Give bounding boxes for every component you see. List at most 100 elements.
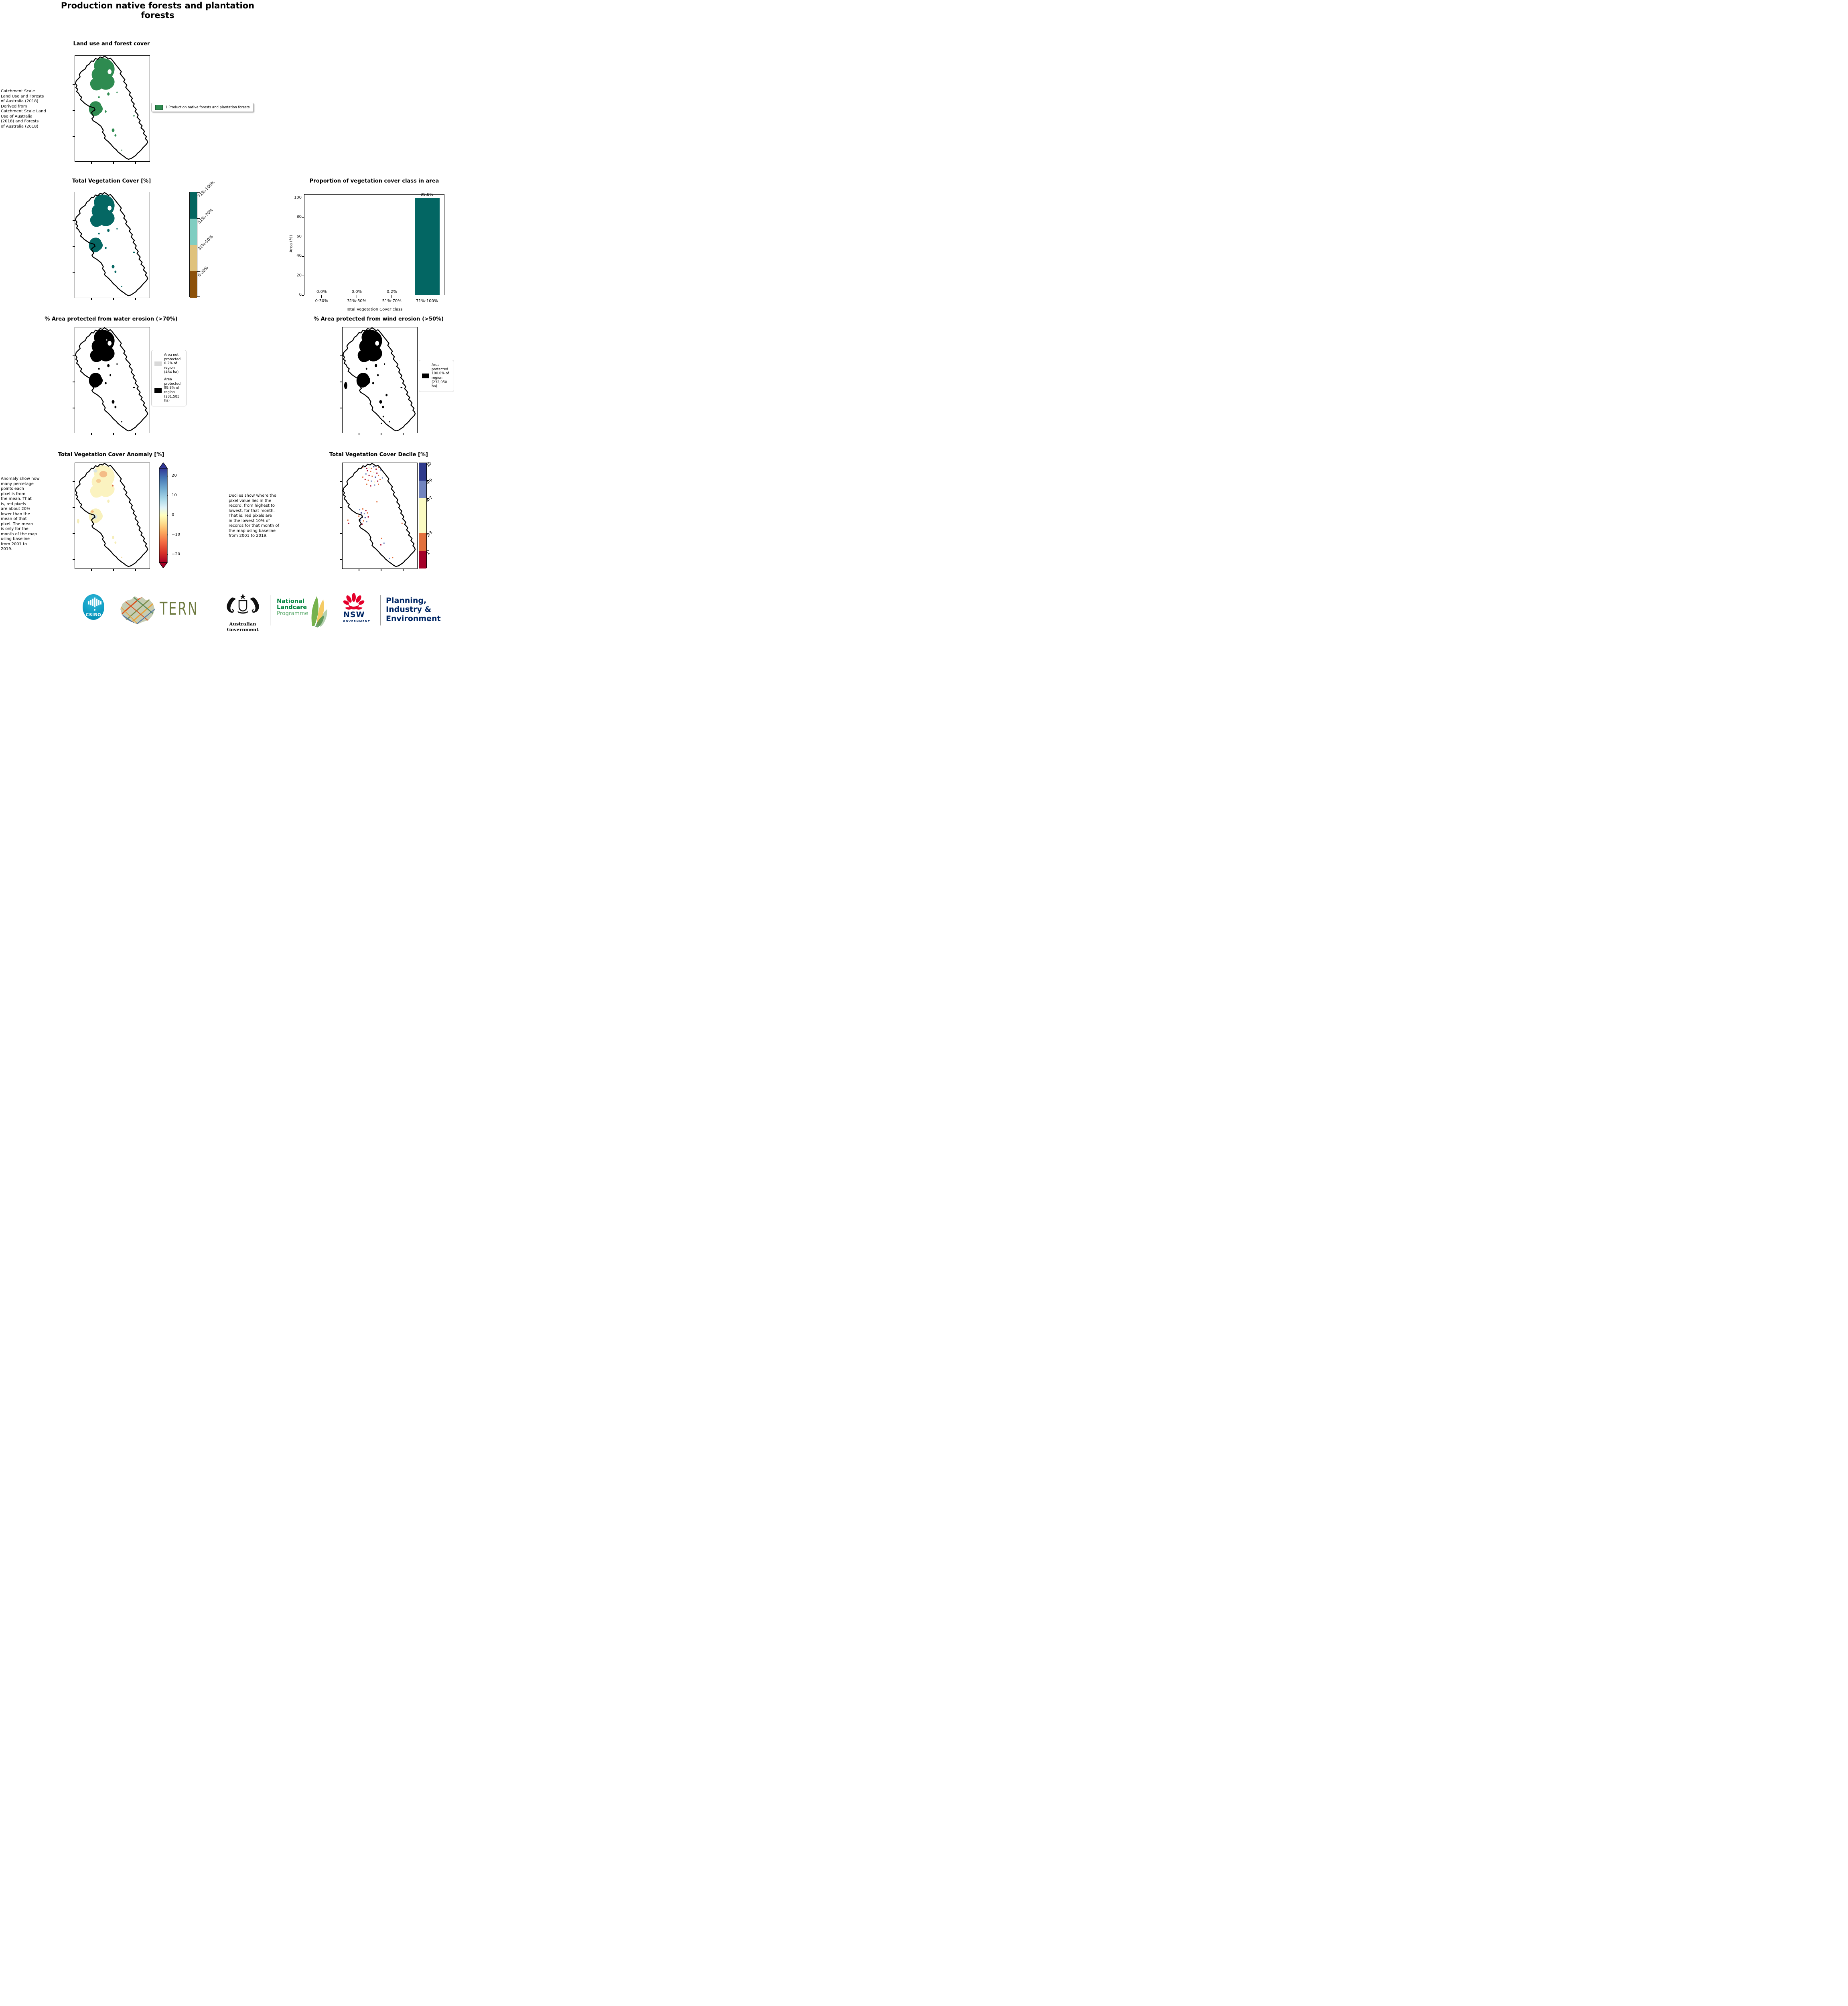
x-tick-label: 0-30% — [315, 299, 328, 303]
decile-cbar-seg-2-3 — [419, 533, 426, 551]
vegcover-cbar-label-1: 51%-70% — [197, 208, 214, 225]
vegcover-cbar-seg-51-70 — [190, 218, 197, 245]
anomaly-patches — [77, 465, 122, 558]
water-erosion-title: % Area protected from water erosion (>70… — [45, 316, 178, 322]
bar-value-label: 99.8% — [420, 193, 434, 197]
landcare-line1: National — [277, 598, 304, 605]
anomaly-tick-minus20: −20 — [172, 552, 181, 556]
landuse-map — [73, 55, 150, 164]
bar-value-label: 0.2% — [387, 289, 397, 294]
y-tick — [302, 217, 304, 218]
bar-value-label: 0.0% — [351, 290, 362, 294]
vegcover-cbar-label-0: 71%-100% — [197, 180, 216, 199]
decile-map-svg — [343, 463, 416, 567]
decile-map — [340, 463, 418, 571]
y-tick-label: 0 — [299, 292, 302, 297]
nsw-label: NSW — [343, 610, 365, 619]
decile-side-note: Deciles show where the pixel value lies … — [229, 493, 280, 538]
anomaly-tick-minus10: −10 — [172, 532, 181, 537]
landcare-leaf-icon — [311, 596, 327, 627]
report-page: Production native forests and plantation… — [0, 0, 462, 642]
landcare-line3: Programme — [277, 610, 308, 617]
anomaly-tick-20: 20 — [172, 473, 177, 478]
landuse-legend: 1 Production native forests and plantati… — [151, 103, 254, 112]
vegcover-title: Total Vegetation Cover [%] — [72, 178, 151, 184]
planning-line1: Planning, — [386, 596, 427, 605]
decile-cbar-label-4-7: 4-7 — [426, 495, 434, 504]
wind-legend-label-black: Area protected 100.0% of region (232,050… — [432, 363, 449, 389]
decile-colorbar — [419, 463, 429, 569]
decile-cbar-seg-8-9 — [419, 481, 426, 498]
vegcover-cbar-seg-0-30 — [190, 271, 197, 298]
landcare-logo-text: National Landcare Programme — [277, 598, 308, 617]
water-legend-label-black: Area protected 99.8% of region (231,585 … — [164, 378, 181, 403]
bar-chart-title: Proportion of vegetation cover class in … — [309, 178, 439, 184]
y-tick-label: 20 — [296, 273, 302, 278]
csiro-logo: CSIRO — [83, 594, 104, 620]
australian-government-label: Australian Government — [227, 621, 259, 632]
water-erosion-map — [73, 327, 150, 435]
vegcover-map — [73, 192, 150, 300]
x-tick-label: 51%-70% — [382, 299, 402, 303]
nsw-waratah-icon — [343, 593, 365, 610]
anomaly-title: Total Vegetation Cover Anomaly [%] — [58, 452, 164, 458]
wind-erosion-map-svg — [343, 327, 416, 432]
anomaly-side-note: Anomaly show how many percetage points e… — [1, 477, 40, 551]
decile-cbar-seg-4-7 — [419, 498, 426, 533]
vegcover-patches — [89, 195, 135, 287]
landuse-legend-label: 1 Production native forests and plantati… — [165, 105, 250, 110]
y-tick-label: 60 — [296, 234, 302, 239]
anomaly-colorbar — [159, 463, 168, 568]
decile-cbar-label-8-9: 8-9 — [426, 477, 434, 486]
planning-line3: Environment — [386, 614, 441, 623]
water-erosion-legend: Area not protected 0.2% of region (464 h… — [151, 350, 187, 406]
vegcover-cbar-label-3: 0-30% — [197, 265, 210, 278]
landuse-map-svg — [75, 56, 148, 160]
anomaly-map — [73, 463, 150, 571]
landuse-legend-swatch — [155, 105, 163, 110]
anomaly-tick-0: 0 — [172, 513, 174, 517]
planning-line2: Industry & — [386, 605, 432, 614]
y-tick-label: 100 — [294, 195, 302, 200]
y-tick-label: 40 — [296, 254, 302, 258]
decile-cbar-seg-10 — [419, 463, 426, 481]
water-protected-patches — [89, 330, 135, 422]
water-legend-label-gray: Area not protected 0.2% of region (464 h… — [164, 353, 181, 374]
decile-cbar-label-2-3: 2-3 — [426, 530, 434, 538]
bar-71%-100% — [415, 198, 440, 295]
landuse-forest-patches — [89, 58, 135, 151]
water-legend-entry-protected: Area protected 99.8% of region (231,585 … — [154, 378, 183, 403]
vegcover-cbar-seg-31-50 — [190, 245, 197, 272]
planning-logo-text: Planning, Industry & Environment — [386, 596, 441, 623]
landuse-title: Land use and forest cover — [73, 41, 150, 47]
australian-government-crest-icon — [227, 593, 259, 614]
x-tick-label: 31%-50% — [347, 299, 367, 303]
water-legend-swatch-black — [154, 388, 162, 393]
water-legend-entry-not-protected: Area not protected 0.2% of region (464 h… — [154, 353, 183, 374]
bar-chart-xlabel: Total Vegetation Cover class — [346, 307, 403, 312]
wind-erosion-legend: Area protected 100.0% of region (232,050… — [419, 360, 454, 392]
wind-protected-patches — [344, 330, 403, 424]
wind-erosion-map — [340, 327, 418, 435]
vegcover-cbar-seg-71-100 — [190, 192, 197, 219]
decile-cbar-seg-1 — [419, 551, 426, 569]
page-title: Production native forests and plantation… — [61, 1, 255, 20]
tern-australia-icon — [120, 596, 155, 624]
csiro-label: CSIRO — [85, 613, 101, 617]
nsw-government-label: GOVERNMENT — [343, 620, 371, 623]
x-tick — [321, 295, 322, 298]
water-erosion-map-svg — [75, 327, 148, 432]
vegcover-map-svg — [75, 192, 148, 296]
decile-title: Total Vegetation Cover Decile [%] — [329, 452, 428, 458]
anomaly-tick-10: 10 — [172, 493, 177, 497]
anomaly-map-svg — [75, 463, 148, 567]
water-legend-swatch-gray — [154, 361, 162, 366]
decile-speckle — [347, 466, 403, 559]
bar-value-label: 0.0% — [316, 290, 327, 294]
tern-label: TERN — [160, 599, 199, 619]
wind-legend-entry-protected: Area protected 100.0% of region (232,050… — [422, 363, 451, 389]
bar-chart-plot — [304, 194, 444, 295]
x-tick-label: 71%-100% — [416, 299, 438, 303]
y-tick-label: 80 — [296, 215, 302, 219]
